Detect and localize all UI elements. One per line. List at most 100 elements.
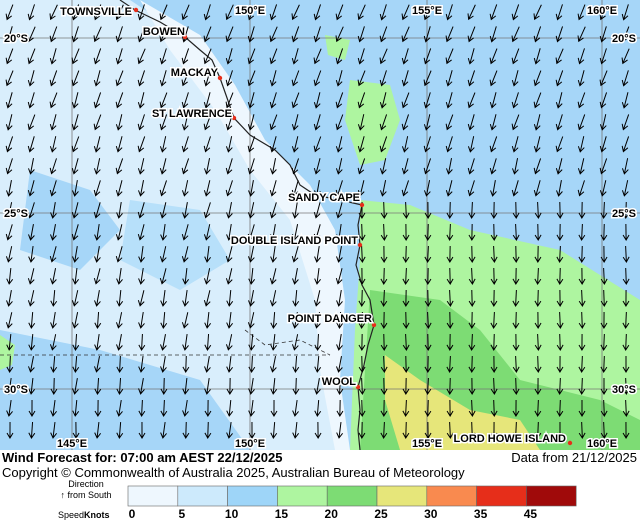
wind-arrow: [335, 26, 344, 43]
wind-arrow: [490, 421, 498, 439]
wind-arrow: [6, 180, 13, 197]
wind-arrow: [248, 421, 256, 439]
wind-arrow: [555, 48, 564, 65]
wind-arrow: [622, 333, 630, 351]
wind-arrow: [599, 114, 607, 131]
wind-arrow: [511, 180, 519, 197]
wind-arrow: [115, 48, 123, 65]
wind-arrow: [269, 48, 278, 65]
wind-arrow: [5, 312, 13, 329]
wind-arrow: [159, 136, 167, 153]
wind-arrow: [248, 378, 255, 395]
wind-arrow: [335, 180, 343, 197]
wind-arrow: [5, 158, 13, 175]
wind-arrow: [445, 92, 453, 109]
wind-arrow: [534, 223, 542, 241]
wind-arrow: [269, 136, 277, 153]
wind-arrow: [247, 158, 255, 175]
wind-arrow: [225, 48, 233, 65]
wind-arrow: [556, 421, 564, 439]
wind-arrow: [534, 311, 542, 329]
wind-arrow: [314, 421, 322, 439]
wind-arrow: [446, 311, 454, 329]
wind-arrow: [314, 268, 321, 285]
wind-arrow: [424, 311, 432, 329]
wind-arrow: [138, 399, 146, 417]
wind-arrow: [446, 333, 454, 351]
wind-arrow: [247, 92, 255, 109]
wind-arrow: [159, 92, 168, 109]
wind-arrow: [72, 421, 80, 439]
wind-arrow: [358, 421, 366, 439]
wind-arrow: [534, 245, 542, 263]
wind-arrow: [358, 223, 366, 241]
wind-arrow: [379, 158, 387, 175]
wind-arrow: [555, 4, 563, 21]
wind-arrow: [555, 26, 564, 43]
wind-arrow: [270, 356, 277, 373]
wind-arrow: [93, 136, 101, 153]
wind-arrow: [402, 399, 410, 417]
wind-arrow: [292, 268, 299, 285]
wind-arrow: [358, 399, 366, 417]
wind-arrow: [380, 333, 388, 351]
wind-arrow: [578, 267, 586, 285]
wind-arrow: [445, 136, 453, 153]
wind-arrow: [468, 245, 476, 263]
wind-arrow: [226, 399, 234, 417]
wind-arrow: [94, 356, 101, 373]
wind-arrow: [423, 4, 432, 21]
wind-arrow: [402, 421, 410, 439]
wind-arrow: [93, 4, 102, 21]
wind-arrow: [490, 267, 498, 285]
wind-arrow: [489, 48, 498, 65]
wind-arrow: [621, 4, 629, 21]
wind-arrow: [600, 311, 608, 329]
wind-arrow: [314, 333, 322, 351]
place-label: TOWNSVILLE: [60, 6, 132, 18]
wind-arrow: [357, 92, 366, 109]
wind-arrow: [248, 267, 256, 285]
wind-arrow: [270, 399, 278, 417]
wind-arrow: [138, 268, 145, 285]
legend-tick-label: 5: [178, 507, 185, 521]
wind-arrow: [204, 333, 212, 351]
wind-arrow: [292, 400, 299, 417]
speed-units: Knots: [84, 510, 110, 520]
wind-arrow: [94, 290, 101, 307]
legend-tick-label: 30: [424, 507, 438, 521]
wind-arrow: [71, 114, 79, 131]
wind-arrow: [490, 289, 498, 307]
wind-arrow: [380, 421, 388, 439]
wind-arrow: [291, 158, 300, 175]
wind-arrow: [28, 224, 35, 241]
wind-arrow: [248, 180, 255, 197]
wind-arrow: [534, 421, 542, 439]
wind-arrow: [225, 136, 233, 153]
wind-arrow: [291, 26, 300, 43]
wind-arrow: [138, 312, 145, 329]
wind-arrow: [93, 268, 101, 285]
wind-arrow: [599, 136, 607, 153]
legend-tick-label: 20: [325, 507, 339, 521]
wind-arrow: [512, 355, 520, 373]
wind-arrow: [401, 114, 410, 131]
wind-arrow: [577, 180, 585, 197]
wind-arrow: [446, 377, 454, 395]
wind-arrow: [555, 158, 563, 175]
wind-arrow: [93, 26, 102, 43]
wind-arrow: [621, 158, 629, 175]
wind-arrow: [28, 421, 36, 439]
wind-arrow: [116, 421, 124, 439]
wind-arrow: [621, 136, 630, 153]
wind-arrow: [27, 268, 35, 285]
place-label: ST LAWRENCE: [152, 108, 232, 120]
longitude-label: 150°E: [235, 5, 265, 17]
wind-arrow: [533, 4, 542, 21]
wind-arrow: [137, 26, 146, 43]
wind-arrow: [512, 267, 520, 285]
wind-arrow: [336, 334, 343, 351]
wind-arrow: [159, 4, 168, 21]
wind-arrow: [402, 201, 410, 219]
wind-arrow: [115, 224, 123, 241]
